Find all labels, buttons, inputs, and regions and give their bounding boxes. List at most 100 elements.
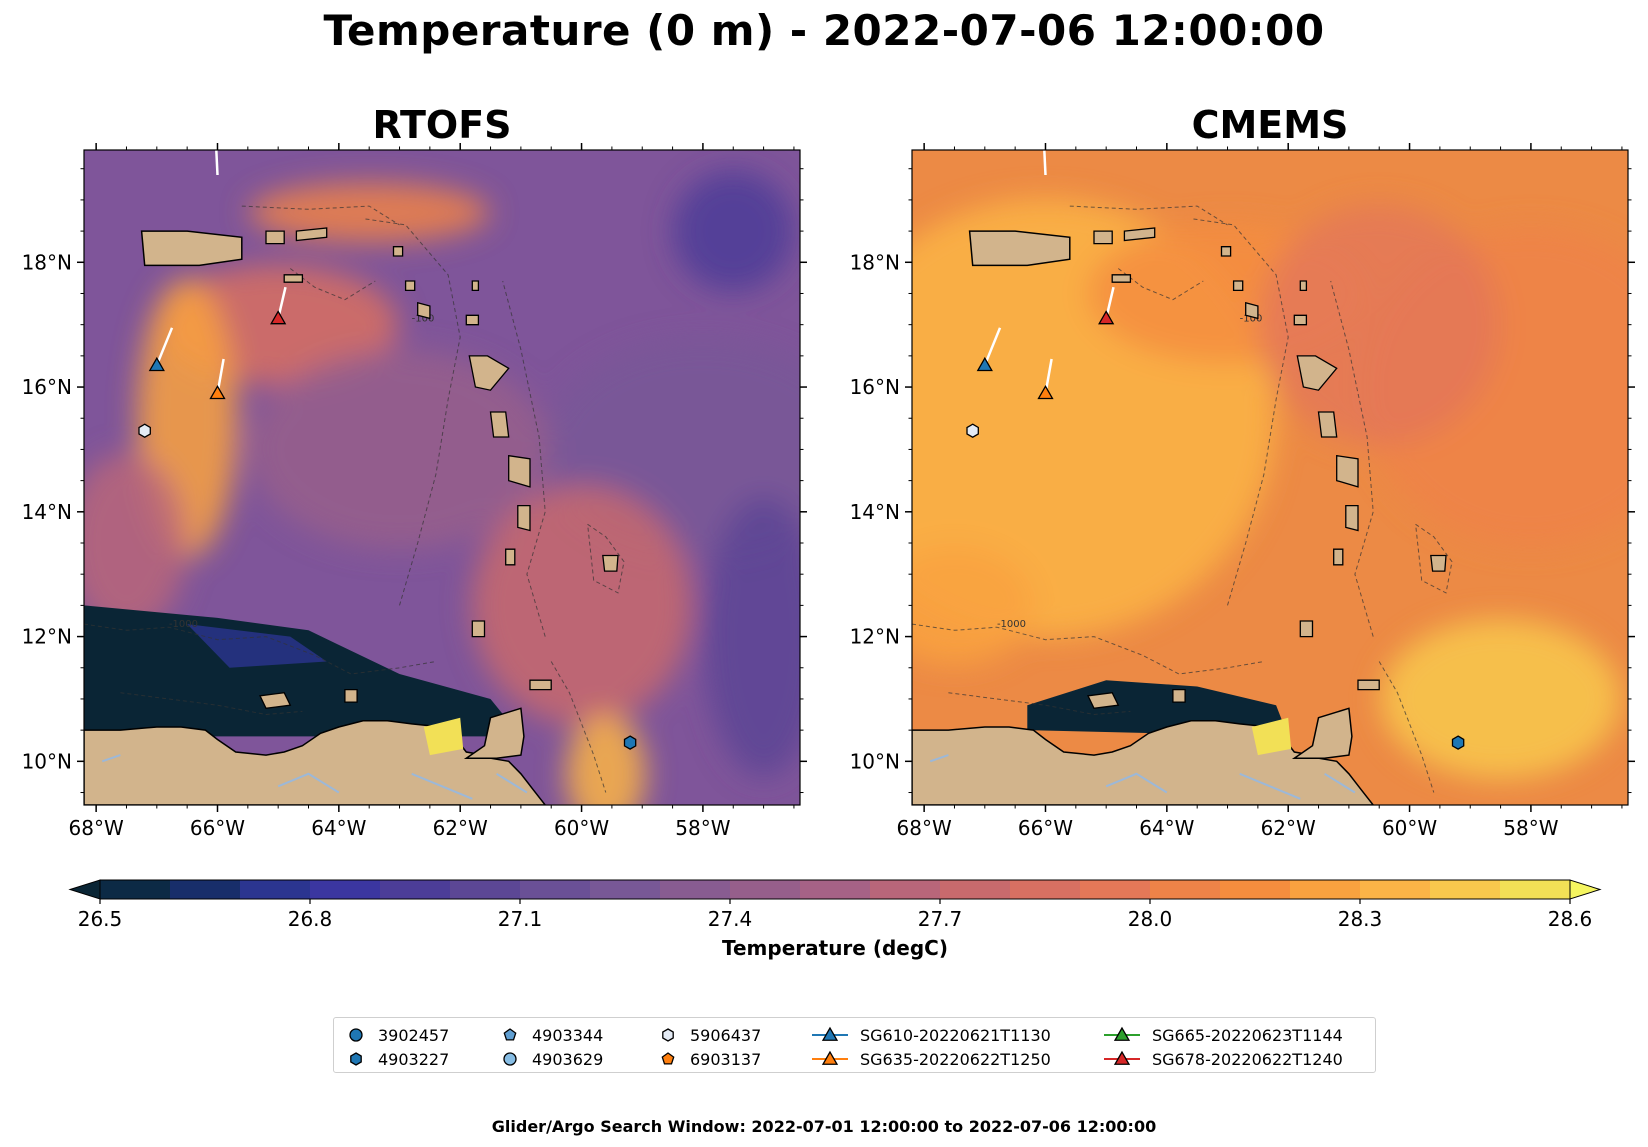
rtofs-map-panel[interactable]: -1000 -100 68°W 66°W 64°W 62°W 60°W 58°W 10°N 12°… [22,143,863,840]
glider-legend-marker[interactable] [1113,1050,1131,1065]
rivers [101,754,528,800]
gulf-of-paria [423,717,464,756]
colorbar-bin [450,880,521,899]
glider-legend-marker[interactable] [821,1026,839,1041]
legend-label: 4903629 [532,1049,604,1069]
colorbar-bin [590,880,661,899]
legend-item[interactable]: SG665-20220623T1144 [1102,1023,1343,1047]
legend-item[interactable]: 4903344 [498,1023,603,1047]
legend-item[interactable]: SG678-20220622T1240 [1102,1047,1343,1071]
legend-label: 6903137 [690,1049,762,1069]
argo-legend-marker[interactable] [503,1052,517,1066]
legend-label: SG678-20220622T1240 [1152,1049,1343,1069]
colorbar-bin [240,880,311,899]
argo-float-4903227[interactable] [623,735,637,750]
figure-title: Temperature (0 m) - 2022-07-06 12:00:00 [323,6,1325,55]
legend-label: 4903344 [532,1025,604,1045]
lat-tick-label: 14°N [22,500,72,524]
argo-float-5906437[interactable] [966,423,979,438]
legend-label: SG635-20220622T1250 [860,1049,1051,1069]
legend-label: SG610-20220621T1130 [860,1025,1051,1045]
colorbar-bin [1360,880,1431,899]
colorbar-bin [1010,880,1081,899]
argo-legend-marker[interactable] [503,1028,517,1041]
glider-marker[interactable] [1037,384,1054,400]
colorbar-extend-max [1569,879,1602,900]
argo-legend-icon [662,1028,674,1042]
legend-item[interactable]: 4903629 [498,1047,603,1071]
isobath-label: -1000 [169,619,198,630]
lon-tick-label: 58°W [675,816,730,840]
legend-label: SG665-20220623T1144 [1152,1025,1343,1045]
glider-legend-icon [1104,1050,1140,1065]
lon-tick-label: 68°W [897,816,952,840]
panel-title-cmems: CMEMS [1191,103,1349,147]
lat-tick-label: 18°N [850,250,900,274]
temperature-field [84,171,800,805]
glider-marker[interactable] [209,384,226,400]
argo-float-5906437[interactable] [138,423,151,438]
glider-SG610-20220621T1130[interactable] [976,327,1002,372]
glider-legend-marker[interactable] [1113,1026,1131,1041]
glider-marker[interactable] [976,356,993,372]
legend-item[interactable]: 3902457 [344,1023,449,1047]
glider-marker[interactable] [1098,310,1115,325]
glider-marker[interactable] [148,356,165,372]
colorbar-bin [660,880,731,899]
glider-SG610-20220621T1130[interactable] [148,327,174,372]
colorbar-bin [1500,880,1571,899]
argo-legend-icon [503,1052,517,1066]
glider-SG678-20220622T1240[interactable] [1098,286,1115,325]
map-frame [83,149,801,806]
map-frame [911,149,1629,806]
colorbar-tick-label: 26.8 [288,907,333,931]
legend-item[interactable]: 6903137 [656,1047,761,1071]
lat-tick-label: 12°N [22,625,72,649]
glider-legend-icon [812,1050,848,1065]
legend-label: 4903227 [378,1049,450,1069]
isobath-label: -100 [1240,314,1263,325]
lat-tick-label: 12°N [850,625,900,649]
colorbar-bin [730,880,801,899]
puerto-rico [968,230,1071,267]
legend-item[interactable]: SG610-20220621T1130 [810,1023,1051,1047]
colorbar-bin [1290,880,1361,899]
argo-legend-marker[interactable] [661,1052,675,1065]
argo-legend-icon [503,1028,517,1041]
legend-column: 3902457 4903227 [344,1023,449,1071]
argo-legend-marker[interactable] [662,1028,674,1042]
cmems-map-panel[interactable]: -1000 -100 68°W 66°W 64°W 62°W 60°W 58°W 10°N 12°… [815,143,1648,840]
argo-legend-marker[interactable] [349,1028,363,1042]
glider-SG665-20220623T1144[interactable] [215,150,219,176]
glider-SG678-20220622T1240[interactable] [270,286,287,325]
lon-tick-label: 64°W [311,816,366,840]
colorbar-tick-label: 28.6 [1548,907,1593,931]
argo-legend-marker[interactable] [350,1052,362,1066]
glider-SG665-20220623T1144[interactable] [1043,150,1047,176]
lon-tick-label: 62°W [1261,816,1316,840]
lon-tick-label: 66°W [1018,816,1073,840]
panel-title-rtofs: RTOFS [372,103,512,147]
isobath-label: -100 [412,314,435,325]
temperature-field [912,198,1628,779]
lat-tick-label: 14°N [850,500,900,524]
legend-column: SG665-20220623T1144 SG678-20220622T1240 [1102,1023,1343,1071]
colorbar-bin [310,880,381,899]
colorbar-tick-label: 27.7 [918,907,963,931]
glider-SG635-20220622T1250[interactable] [1037,358,1054,400]
legend-item[interactable]: 5906437 [656,1023,761,1047]
colorbar-bin [870,880,941,899]
colorbar: 26.5 26.8 27.1 27.4 27.7 28.0 28.3 28.6 Temperat… [68,879,1602,960]
legend-item[interactable]: SG635-20220622T1250 [810,1047,1051,1071]
glider-legend-marker[interactable] [821,1050,839,1065]
legend-item[interactable]: 4903227 [344,1047,449,1071]
glider-SG635-20220622T1250[interactable] [209,358,226,400]
legend: 3902457 4903227 4903344 4903629 5906437 69031… [333,1017,1376,1073]
colorbar-bin [1080,880,1151,899]
colorbar-bin [100,880,171,899]
lon-tick-label: 68°W [69,816,124,840]
glider-marker[interactable] [270,310,287,325]
argo-float-4903227[interactable] [1451,735,1465,750]
colorbar-tick-label: 28.0 [1128,907,1173,931]
